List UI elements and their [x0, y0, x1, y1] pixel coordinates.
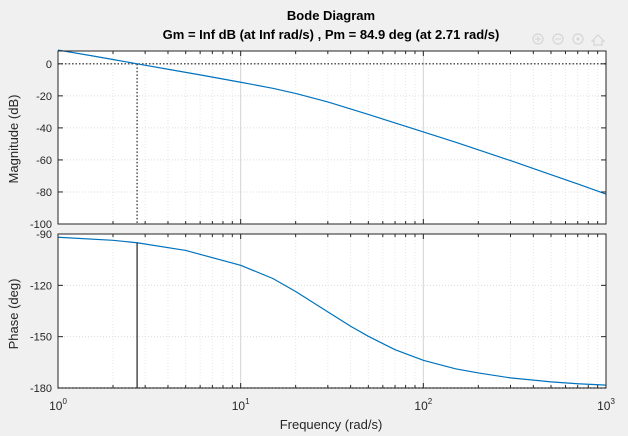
x-tick-label: 101	[232, 397, 250, 413]
phase-response-line	[57, 236, 607, 386]
magnitude-y-tick-label: -60	[36, 155, 52, 167]
magnitude-axes: 0 -20 -40 -60 -80 -100	[30, 49, 607, 231]
magnitude-y-tick-label: -80	[36, 187, 52, 199]
zoom-out-icon[interactable]	[552, 33, 564, 45]
phase-plot-area	[58, 234, 606, 388]
phase-y-tick-label: -120	[30, 280, 52, 292]
phase-y-tick-label: -180	[30, 383, 52, 395]
magnitude-y-tick-label: 0	[46, 59, 52, 71]
zoom-in-icon[interactable]	[532, 33, 544, 45]
magnitude-response-line	[57, 49, 607, 195]
chart-subtitle: Gm = Inf dB (at Inf rad/s) , Pm = 84.9 d…	[163, 27, 500, 42]
magnitude-plot-area	[58, 51, 606, 224]
phase-frame	[57, 233, 607, 389]
magnitude-y-label: Magnitude (dB)	[6, 95, 21, 184]
phase-axes: -90 -120 -150 -180	[30, 229, 607, 395]
phase-y-label: Phase (deg)	[6, 279, 21, 350]
magnitude-y-tick-label: -20	[36, 91, 52, 103]
x-tick-label: 100	[49, 397, 67, 413]
magnitude-y-tick-label: -100	[30, 219, 52, 231]
axes-toolbar[interactable]	[532, 33, 606, 46]
pan-icon[interactable]	[572, 33, 584, 45]
x-tick-label: 102	[414, 397, 432, 413]
frequency-axis: 100 101 102 103	[49, 397, 615, 413]
chart-title: Bode Diagram	[287, 8, 375, 23]
x-tick-label: 103	[597, 397, 615, 413]
magnitude-y-tick-label: -40	[36, 123, 52, 135]
x-axis-label: Frequency (rad/s)	[280, 417, 383, 432]
home-icon[interactable]	[590, 34, 606, 46]
phase-y-tick-label: -90	[36, 229, 52, 241]
phase-y-tick-label: -150	[30, 332, 52, 344]
magnitude-frame	[57, 50, 607, 225]
